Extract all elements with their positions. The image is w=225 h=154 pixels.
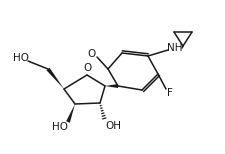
Text: HO: HO xyxy=(13,53,29,63)
Polygon shape xyxy=(105,84,118,88)
Polygon shape xyxy=(46,68,64,89)
Text: NH: NH xyxy=(167,43,183,53)
Text: OH: OH xyxy=(105,121,121,131)
Text: HO: HO xyxy=(52,122,68,132)
Text: F: F xyxy=(167,88,173,98)
Text: O: O xyxy=(84,63,92,73)
Polygon shape xyxy=(66,104,75,123)
Text: O: O xyxy=(88,49,96,59)
